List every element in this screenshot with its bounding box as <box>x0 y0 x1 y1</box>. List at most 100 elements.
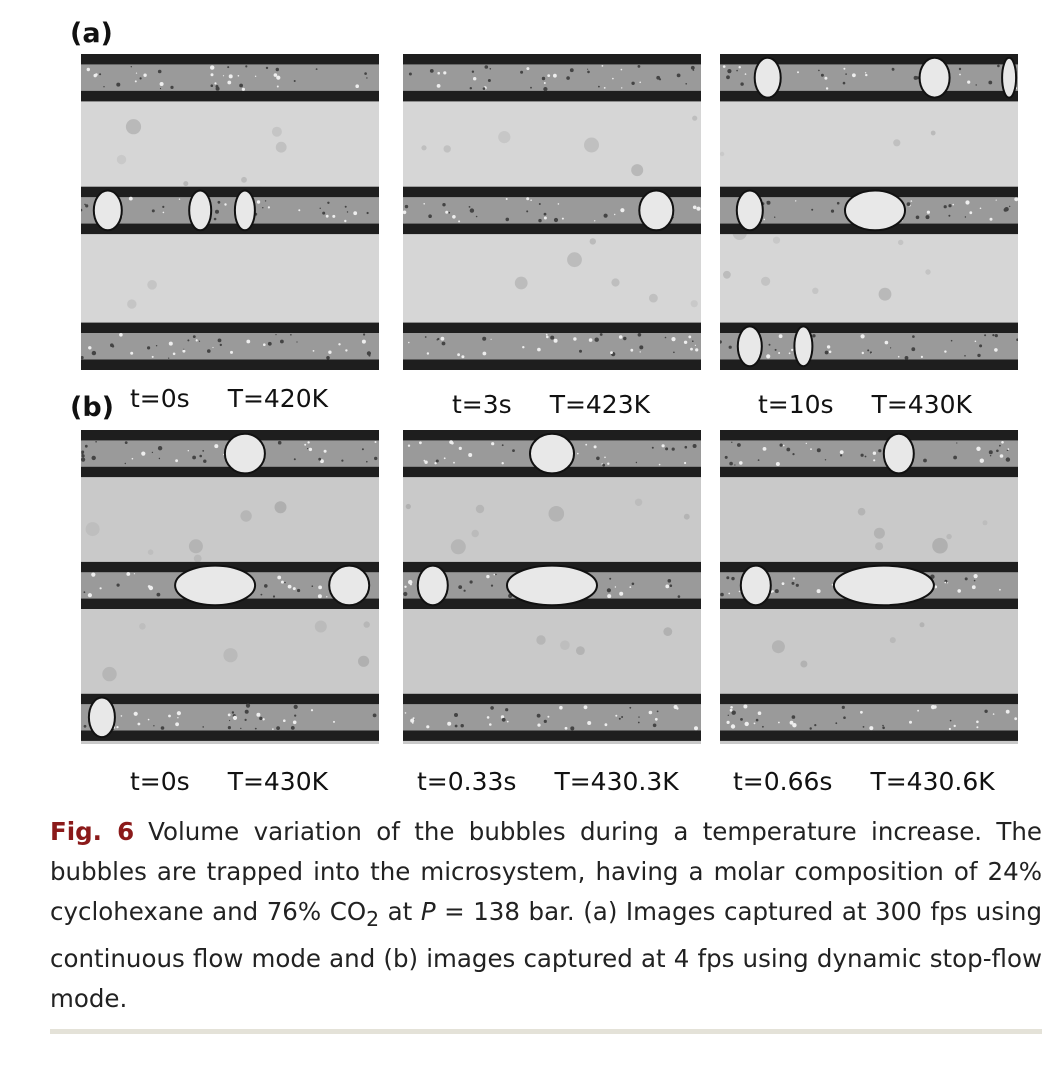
trapped-bubble <box>233 189 256 232</box>
frame-label-a1: t=0s T=420K <box>130 384 328 413</box>
micro-droplet <box>298 209 301 212</box>
micro-droplet <box>949 719 952 722</box>
micro-droplet <box>948 214 951 217</box>
channel-interior <box>81 333 379 360</box>
micro-droplet <box>192 455 196 460</box>
micro-droplet <box>460 724 464 728</box>
micro-droplet <box>538 203 541 205</box>
micro-droplet <box>296 341 298 343</box>
micro-droplet <box>618 717 621 720</box>
micro-droplet <box>789 720 794 725</box>
micro-droplet <box>997 64 1000 68</box>
trapped-bubble <box>882 432 915 475</box>
micro-droplet <box>323 449 327 453</box>
micro-droplet <box>259 716 263 721</box>
micro-droplet <box>116 726 119 729</box>
micro-droplet <box>726 75 730 80</box>
micro-droplet <box>612 77 614 80</box>
micro-droplet <box>280 580 284 584</box>
particle-blotch <box>116 154 127 165</box>
micro-droplet <box>366 211 369 215</box>
micro-droplet <box>328 350 332 354</box>
micro-droplet <box>988 80 993 85</box>
micro-droplet <box>690 347 693 351</box>
micro-droplet <box>992 713 995 715</box>
micrograph-image <box>403 430 701 744</box>
micro-droplet <box>404 204 409 209</box>
micro-droplet <box>774 216 776 218</box>
micro-droplet <box>240 727 242 730</box>
micro-droplet <box>995 199 997 201</box>
trapped-bubble <box>735 189 764 232</box>
micro-droplet <box>449 440 453 444</box>
micro-droplet <box>227 726 231 730</box>
micro-droplet <box>458 446 462 450</box>
micro-droplet <box>811 208 814 211</box>
micro-droplet <box>484 65 489 69</box>
micro-droplet <box>468 453 473 457</box>
micro-droplet <box>280 339 284 344</box>
micro-droplet <box>199 454 202 458</box>
micro-droplet <box>726 576 730 580</box>
micro-droplet <box>353 211 358 216</box>
particle-blotch <box>631 164 644 177</box>
micro-droplet <box>731 710 736 715</box>
micro-droplet <box>157 446 163 451</box>
micro-droplet <box>475 215 478 218</box>
micro-droplet <box>231 711 235 714</box>
micro-droplet <box>227 66 230 69</box>
trapped-bubble <box>87 696 116 739</box>
micro-droplet <box>506 720 509 723</box>
micro-droplet <box>577 452 579 455</box>
micro-droplet <box>245 703 251 708</box>
micro-droplet <box>737 443 741 447</box>
micro-droplet <box>770 591 773 593</box>
micro-droplet <box>816 448 821 453</box>
micro-droplet <box>88 346 92 350</box>
micro-droplet <box>553 217 559 223</box>
particle-blotch <box>147 280 157 290</box>
micro-droplet <box>202 450 205 452</box>
micro-droplet <box>791 715 796 719</box>
particle-blotch <box>358 655 370 667</box>
micro-droplet <box>119 333 123 337</box>
micro-droplet <box>992 334 995 337</box>
micro-droplet <box>736 69 738 72</box>
micro-droplet <box>426 725 430 729</box>
micro-droplet <box>131 457 134 460</box>
micro-droplet <box>495 573 497 576</box>
panel-a-label: (a) <box>70 18 113 49</box>
time-label: t=10s <box>758 390 834 419</box>
micro-droplet <box>947 582 949 584</box>
micro-droplet <box>546 335 549 339</box>
micro-droplet <box>310 709 314 712</box>
micro-droplet <box>979 458 984 463</box>
micro-droplet <box>971 585 976 590</box>
micro-droplet <box>1016 338 1018 341</box>
micro-droplet <box>669 584 673 587</box>
particle-blotch <box>548 506 565 522</box>
micro-droplet <box>297 588 301 593</box>
micro-droplet <box>607 462 610 465</box>
micro-droplet <box>202 726 204 728</box>
micro-droplet <box>609 577 612 580</box>
micro-droplet <box>559 705 563 710</box>
micro-droplet <box>530 86 532 89</box>
temperature-label: T=423K <box>549 390 651 419</box>
micro-droplet <box>694 344 696 346</box>
micro-droplet <box>1014 197 1018 202</box>
trapped-bubble <box>188 189 213 232</box>
micro-droplet <box>454 713 458 717</box>
micro-droplet <box>490 584 494 587</box>
micro-droplet <box>726 720 730 724</box>
micro-droplet <box>361 448 364 451</box>
micro-droplet <box>684 461 687 465</box>
micro-droplet <box>256 712 261 717</box>
particle-blotch <box>584 137 599 153</box>
micro-droplet <box>820 73 824 77</box>
micro-droplet <box>239 83 244 88</box>
micro-droplet <box>841 705 845 709</box>
micro-droplet <box>293 458 296 461</box>
micro-droplet <box>906 202 911 207</box>
micro-droplet <box>973 574 978 579</box>
